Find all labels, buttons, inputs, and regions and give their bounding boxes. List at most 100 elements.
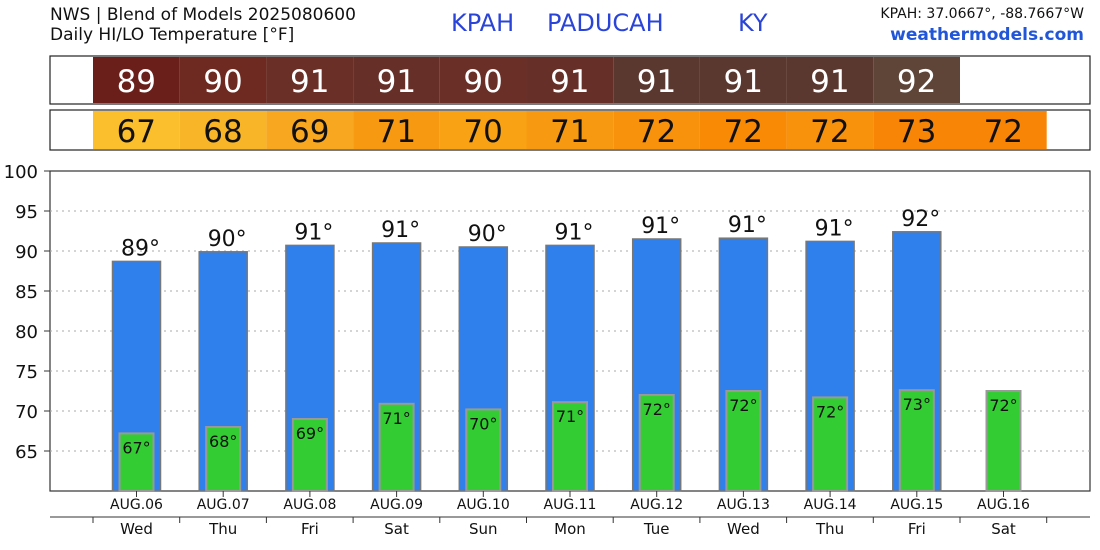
hi-bar-label: 91°: [728, 213, 767, 238]
hi-row-cell: [613, 57, 700, 103]
hi-row-cell: [93, 57, 180, 103]
y-tick-label: 85: [15, 282, 38, 303]
hi-bar-label: 92°: [901, 207, 940, 232]
hi-bar-label: 91°: [294, 220, 333, 245]
y-tick-label: 70: [15, 402, 38, 423]
lo-row-value: 69: [290, 114, 329, 150]
x-tick-label: AUG.08: [283, 497, 336, 513]
hi-row-cell: [439, 57, 527, 103]
lo-row-value: 67: [117, 114, 156, 150]
lo-bar: [898, 389, 935, 493]
hi-row-value: 91: [637, 64, 676, 100]
hi-row-cell: [699, 57, 787, 103]
lo-bar: [725, 390, 762, 492]
x-tick-label: AUG.16: [977, 497, 1030, 513]
x-tick-label: AUG.12: [630, 497, 683, 513]
x-weekday-label: Sat: [991, 520, 1016, 538]
x-weekday-label: Fri: [301, 520, 319, 538]
x-weekday-label: Fri: [908, 520, 926, 538]
x-weekday-label: Tue: [643, 520, 670, 538]
hi-row-cell: [179, 57, 267, 103]
station-id: KPAH: [451, 9, 515, 37]
y-tick-label: 90: [15, 242, 38, 263]
lo-row-value: 70: [463, 114, 502, 150]
hi-row-cell: [873, 57, 960, 103]
lo-bar-label: 72°: [989, 396, 1017, 415]
x-tick-label: AUG.10: [457, 497, 510, 513]
y-tick-label: 65: [15, 442, 38, 463]
hi-row-value: 91: [290, 64, 329, 100]
x-weekday-label: Thu: [208, 520, 237, 538]
lo-bar: [465, 408, 502, 492]
x-weekday-label: Wed: [120, 520, 153, 538]
hi-row-cell: [526, 57, 614, 103]
lo-row-cell: [353, 111, 440, 149]
lo-row-value: 71: [377, 114, 416, 150]
lo-bar-label: 72°: [643, 400, 671, 419]
lo-row-value: 72: [984, 114, 1023, 150]
lo-bar: [378, 402, 415, 492]
y-tick-label: 80: [15, 322, 38, 343]
hi-row-value: 92: [897, 64, 936, 100]
hi-row-cell: [353, 57, 440, 103]
lo-row-cell: [786, 111, 874, 149]
station-city: PADUCAH: [547, 9, 664, 37]
station-coords: KPAH: 37.0667°, -88.7667°W: [880, 6, 1084, 22]
lo-row-value: 72: [810, 114, 849, 150]
site-link[interactable]: weathermodels.com: [890, 25, 1084, 45]
lo-row-cell: [266, 111, 354, 149]
lo-bar-label: 67°: [122, 438, 150, 457]
hi-row-value: 89: [117, 64, 156, 100]
hi-bar-label: 91°: [555, 220, 594, 245]
x-weekday-label: Mon: [554, 520, 586, 538]
lo-bar-label: 71°: [382, 409, 410, 428]
x-weekday-label: Sat: [384, 520, 409, 538]
lo-row-cell: [439, 111, 527, 149]
x-tick-label: AUG.15: [890, 497, 943, 513]
lo-row-cell: [613, 111, 700, 149]
lo-bar-label: 70°: [469, 414, 497, 433]
header-subtitle: Daily HI/LO Temperature [°F]: [50, 25, 295, 45]
lo-row-value: 72: [723, 114, 762, 150]
hi-row-value: 91: [810, 64, 849, 100]
hi-row-value: 91: [723, 64, 762, 100]
hi-bar-label: 91°: [381, 218, 420, 243]
lo-bar-label: 72°: [816, 402, 844, 421]
lo-bar-label: 69°: [296, 424, 324, 443]
hi-row-value: 91: [550, 64, 589, 100]
hi-bar-label: 91°: [641, 214, 680, 239]
lo-row-cell: [526, 111, 614, 149]
x-tick-label: AUG.07: [197, 497, 250, 513]
lo-bar-label: 73°: [903, 395, 931, 414]
hi-bar-label: 90°: [468, 222, 507, 247]
x-tick-label: AUG.13: [717, 497, 770, 513]
hi-row-value: 90: [463, 64, 502, 100]
x-tick-label: AUG.06: [110, 497, 163, 513]
y-tick-label: 100: [4, 162, 38, 183]
hi-row-value: 90: [203, 64, 242, 100]
lo-row-cell: [699, 111, 787, 149]
header-title: NWS | Blend of Models 2025080600: [50, 5, 356, 25]
x-tick-label: AUG.14: [804, 497, 857, 513]
x-weekday-label: Thu: [815, 520, 844, 538]
lo-row-cell: [960, 111, 1047, 149]
lo-row-value: 72: [637, 114, 676, 150]
hi-bar-label: 91°: [815, 216, 854, 241]
header-left: NWS | Blend of Models 2025080600 Daily H…: [50, 5, 356, 45]
lo-bar: [638, 394, 675, 492]
lo-row-value: 68: [203, 114, 242, 150]
lo-row-value: 73: [897, 114, 936, 150]
lo-bar: [291, 418, 328, 492]
lo-bar-label: 72°: [729, 396, 757, 415]
hi-row-cell: [786, 57, 874, 103]
lo-row-cell: [179, 111, 267, 149]
y-tick-label: 75: [15, 362, 38, 383]
lo-bar: [205, 426, 242, 492]
lo-row-cell: [873, 111, 960, 149]
lo-bar-label: 68°: [209, 432, 237, 451]
hi-row-cell: [266, 57, 354, 103]
y-tick-label: 95: [15, 202, 38, 223]
lo-row-cell: [93, 111, 180, 149]
lo-row-value: 71: [550, 114, 589, 150]
